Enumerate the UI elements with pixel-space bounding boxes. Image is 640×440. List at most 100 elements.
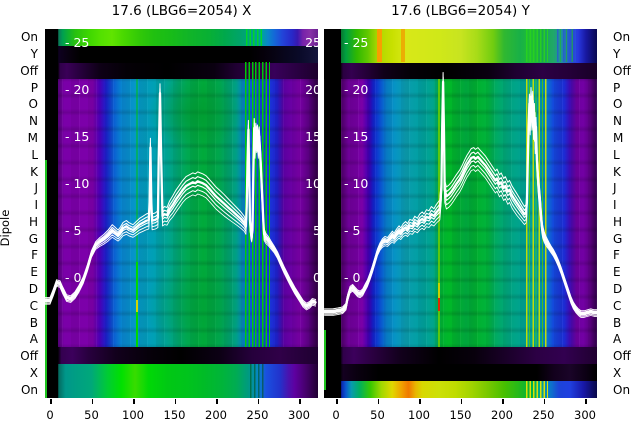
yellow-streak-segment — [438, 283, 440, 298]
yellow-streak-segment — [136, 300, 138, 312]
dipole-row-labels-right: On Y Off P O N M L K J I H G F E D C B A Off X On — [612, 0, 640, 440]
ytick-label: - 0 — [65, 269, 82, 285]
ytick-label-right: 15 — [305, 128, 318, 144]
first-column-black — [326, 29, 341, 398]
heatmap-dipole-body — [324, 79, 597, 348]
heatmap-row-off-bottom — [45, 347, 318, 364]
xtick-mark — [216, 399, 218, 404]
heatmap-row-off-top — [324, 62, 597, 80]
xtick-label: 300 — [288, 408, 310, 422]
ytick-label: - 5 — [344, 222, 361, 238]
xtick-label: 250 — [246, 408, 269, 422]
white-curve-bundle-y — [324, 72, 597, 318]
row-label: P — [30, 80, 38, 95]
heatmap-rows-x-on-bottom — [45, 364, 318, 398]
row-label: X — [29, 365, 38, 380]
row-label: X — [613, 365, 622, 380]
xtick-label: 50 — [84, 408, 99, 422]
row-label: Y — [613, 47, 621, 62]
row-label: F — [613, 248, 620, 263]
row-label: O — [613, 97, 623, 112]
left-edge-green-sliver — [324, 330, 326, 390]
row-label: N — [613, 114, 622, 129]
heatmap-row-off-bottom — [324, 347, 597, 364]
row-label: E — [613, 265, 621, 280]
ytick-label: - 25 — [65, 35, 90, 50]
row-label: On — [613, 30, 631, 45]
xtick-mark — [257, 399, 259, 404]
heatmap-row-x-black — [324, 364, 597, 381]
row-label: D — [28, 281, 38, 296]
xtick-mark — [336, 399, 338, 404]
green-streak — [136, 79, 138, 347]
xtick-mark — [419, 399, 421, 404]
panel-x-title: 17.6 (LBG6=2054) X — [111, 3, 252, 19]
row-label: H — [28, 214, 38, 229]
ytick-label: - 15 — [344, 128, 369, 144]
row-label: N — [29, 114, 38, 129]
row-label: J — [613, 181, 617, 196]
dipole-row-labels-left: On Y Off P O N M L K J I H G F E D C B A Off X On — [0, 0, 40, 440]
row-label: L — [31, 147, 38, 162]
xtick-mark — [543, 399, 545, 404]
on-row-streaks — [246, 29, 264, 46]
green-center-blob — [148, 77, 243, 149]
xtick-label: 150 — [449, 408, 472, 422]
row-label: C — [613, 298, 622, 313]
xtick-mark — [299, 399, 301, 404]
xtick-mark — [585, 399, 587, 404]
xtick-label: 0 — [332, 408, 340, 422]
row-label: On — [20, 30, 38, 45]
row-label: On — [613, 382, 631, 397]
row-label: D — [613, 281, 623, 296]
row-label: B — [29, 315, 38, 330]
xtick-label: 300 — [574, 408, 596, 422]
ytick-label: - 5 — [65, 222, 82, 238]
ytick-label: - 20 — [344, 81, 369, 97]
row-label: K — [613, 164, 621, 179]
xtick-label: 100 — [122, 408, 144, 422]
bottom-dark-streaks — [250, 364, 266, 398]
green-streak-cluster-top — [526, 29, 548, 62]
ytick-label-right: 0 — [313, 269, 318, 285]
orange-streak-top — [377, 29, 382, 62]
ytick-label: - 20 — [65, 81, 90, 97]
xtick-label: 200 — [205, 408, 227, 422]
ytick-label: - 15 — [65, 128, 90, 144]
row-label: Off — [20, 63, 38, 78]
ytick-label-right: 20 — [305, 81, 318, 97]
row-label: M — [613, 131, 624, 146]
ytick-label: - 25 — [344, 35, 369, 50]
xtick-mark — [502, 399, 504, 404]
ytick-label-right: 5 — [313, 222, 318, 238]
yellow-streaks-bottom — [526, 381, 548, 398]
xtick-mark — [133, 399, 135, 404]
red-streak-segment — [438, 298, 440, 311]
xtick-mark — [50, 399, 52, 404]
dipole-axis-label: Dipole — [0, 209, 12, 247]
row-label: M — [27, 131, 38, 146]
heatmap-panel-y: - 25 - 20 - 15 - 10 - 5 - 0 — [324, 29, 597, 398]
panel-y-title: 17.6 (LBG6=2054) Y — [391, 3, 530, 19]
heatmap-panel-x: - 25 - 20 - 15 - 10 - 5 - 0 25 20 15 10 5 0 — [45, 29, 318, 398]
orange-streak-top2 — [401, 29, 405, 62]
row-label: I — [613, 198, 617, 213]
row-label: J — [34, 181, 38, 196]
row-label: K — [30, 164, 38, 179]
heatmap-rows-on-y-top — [324, 29, 597, 63]
xtick-label: 50 — [370, 408, 385, 422]
row-label: On — [20, 382, 38, 397]
row-label: G — [613, 231, 623, 246]
row-label: F — [31, 248, 38, 263]
row-label: H — [613, 214, 623, 229]
ytick-label: - 10 — [65, 175, 90, 191]
xtick-mark — [91, 399, 93, 404]
heatmap-row-y — [45, 46, 318, 63]
xtick-label: 250 — [532, 408, 555, 422]
xtick-label: 200 — [491, 408, 513, 422]
row-label: G — [28, 231, 38, 246]
yellow-streak-cluster — [526, 79, 548, 347]
xtick-mark — [460, 399, 462, 404]
ytick-label-right: 10 — [305, 175, 318, 191]
